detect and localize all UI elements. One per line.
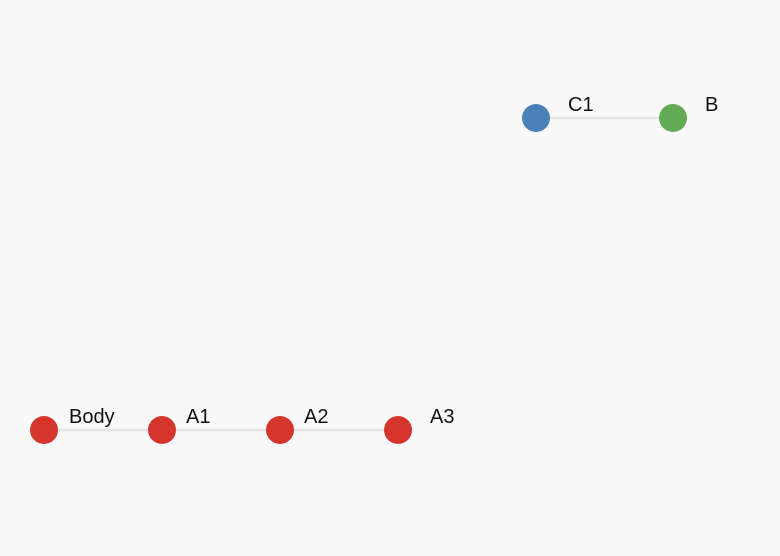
node-a3[interactable]: A3 [384,406,454,444]
node-a1-dot[interactable] [148,416,176,444]
node-body-dot[interactable] [30,416,58,444]
node-body[interactable]: Body [30,406,115,444]
node-a3-label: A3 [430,406,454,428]
nodes-layer: Body A1 A2 A3 C1 B [30,94,718,444]
node-c1[interactable]: C1 [522,94,594,132]
node-b-dot[interactable] [659,104,687,132]
node-a2-dot[interactable] [266,416,294,444]
node-b[interactable]: B [659,94,718,132]
node-body-label: Body [69,406,115,428]
node-a1-label: A1 [186,406,210,428]
edges-layer [44,116,673,432]
node-b-label: B [705,94,718,116]
node-c1-label: C1 [568,94,594,116]
node-a1[interactable]: A1 [148,406,210,444]
node-a2-label: A2 [304,406,328,428]
node-a2[interactable]: A2 [266,406,328,444]
node-c1-dot[interactable] [522,104,550,132]
node-a3-dot[interactable] [384,416,412,444]
